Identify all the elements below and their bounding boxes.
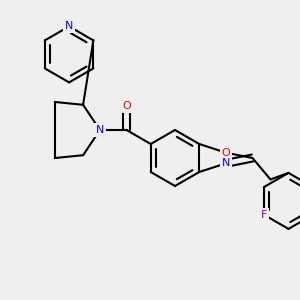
Text: O: O — [122, 101, 131, 111]
Text: O: O — [221, 148, 230, 158]
Text: N: N — [65, 21, 73, 32]
Text: N: N — [96, 125, 104, 135]
Text: F: F — [261, 210, 267, 220]
Text: N: N — [222, 158, 230, 168]
